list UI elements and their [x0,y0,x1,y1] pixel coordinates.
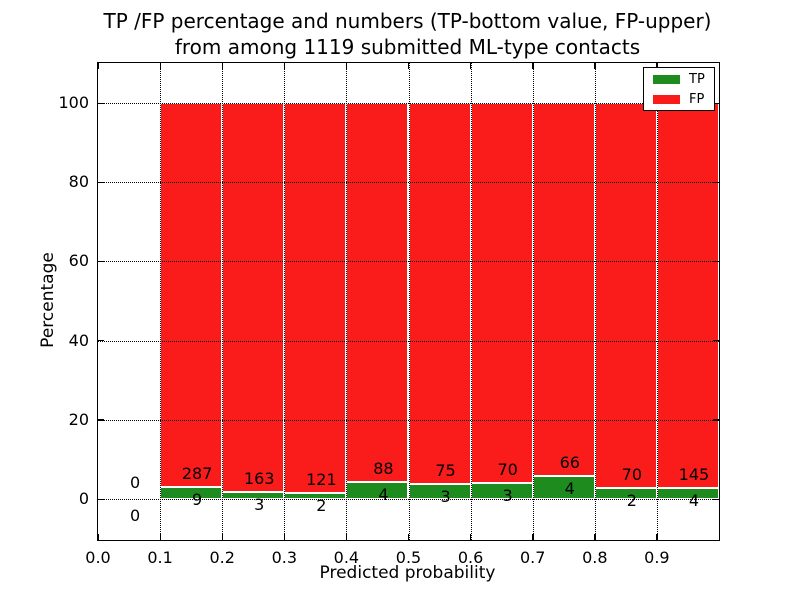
legend-item-fp: FP [653,93,714,106]
chart-title: TP /FP percentage and numbers (TP-bottom… [97,8,718,60]
bar-fp-0.7-0.8 [532,103,595,477]
tick-x-top-0.9 [656,63,658,69]
tick-y-left-20 [98,419,104,421]
tick-x-top-0.0 [97,63,99,69]
plot-area: TP FP 0.0 0.1 0.2 0.3 0.4 0.5 0.6 0.7 0.8 0.9 0 20 4… [58,62,720,567]
x-tick-label-0.6: 0.6 [457,548,484,567]
bar-fp-0.8-0.9 [594,103,657,488]
y-tick-label-40: 40 [68,330,89,350]
tick-y-left-100 [98,102,104,104]
fp-count-label: 163 [243,468,275,488]
tick-x-top-0.5 [408,63,410,69]
legend: TP FP [643,67,715,111]
tick-x-bottom-0.8 [594,534,596,540]
tick-x-bottom-0.5 [408,534,410,540]
gridline-v-0.5 [408,63,410,540]
gridline-v-0.2 [222,63,224,540]
gridline-v-0.3 [284,63,286,540]
x-axis-label: Predicted probability [319,563,496,583]
bar-fp-0.5-0.6 [408,103,471,484]
tp-swatch [653,74,680,84]
gridline-v-0.1 [160,63,162,540]
x-tick-label-0.4: 0.4 [333,548,360,567]
tick-y-left-40 [98,340,104,342]
tick-y-left-0 [98,498,104,500]
tp-count-label: 2 [626,490,637,510]
fp-swatch [653,94,680,104]
tick-x-bottom-0.2 [221,534,224,540]
x-tick-label-0.1: 0.1 [147,548,173,567]
tick-y-right-40 [713,340,719,342]
fp-count-label: 70 [621,465,643,484]
y-tick-label-20: 20 [68,409,89,429]
fp-count-label: 145 [678,465,710,485]
tick-x-bottom-0.0 [97,534,99,540]
bar-fp-0.2-0.3 [222,103,285,492]
x-tick-label-0.8: 0.8 [582,548,608,567]
tick-y-right-80 [713,181,719,184]
tick-x-bottom-0.9 [656,534,658,540]
tp-count-label: 3 [440,486,451,506]
gridline-v-0.6 [470,63,472,540]
tick-y-right-60 [713,260,719,263]
y-tick-label-80: 80 [68,172,89,192]
chart-title-line1: TP /FP percentage and numbers (TP-bottom… [103,9,712,33]
chart-title-line2: from among 1119 submitted ML-type contac… [174,35,641,59]
x-tick-label-0.2: 0.2 [209,548,235,567]
bar-fp-0.1-0.2 [160,103,223,487]
tick-x-top-0.6 [470,63,472,69]
tick-x-bottom-0.7 [532,534,534,540]
legend-label-fp: FP [689,91,705,107]
tp-count-label: 0 [129,506,141,525]
bar-fp-0.4-0.5 [346,103,409,482]
fp-count-label: 0 [129,473,141,492]
gridline-v-0.7 [532,63,534,540]
tp-count-label: 4 [688,491,700,511]
gridline-v-0.4 [346,63,348,540]
tick-x-bottom-0.3 [283,534,286,540]
tick-x-top-0.4 [345,63,348,69]
legend-item-tp: TP [653,73,714,86]
y-tick-label-100: 100 [58,93,89,112]
tick-y-right-20 [713,419,719,421]
tick-x-top-0.2 [221,63,224,69]
tick-x-top-0.1 [159,63,161,69]
tick-y-right-100 [713,102,719,104]
bar-fp-0.9-1 [656,103,719,489]
tick-y-right-0 [713,498,719,500]
y-tick-label-60: 60 [68,251,89,271]
tick-x-top-0.7 [532,63,534,69]
bar-fp-0.3-0.4 [284,103,347,493]
tp-count-label: 4 [378,484,389,504]
x-tick-label-0.9: 0.9 [644,548,670,567]
gridline-v-0.9 [656,63,658,540]
tick-x-bottom-0.6 [470,534,472,540]
x-tick-label-0.5: 0.5 [395,548,422,567]
tick-y-left-60 [98,260,104,263]
gridline-v-0.8 [594,63,596,540]
fp-count-label: 70 [497,459,518,479]
tick-x-top-0.8 [594,63,596,69]
tp-count-label: 9 [192,489,203,509]
fp-count-label: 121 [306,469,337,489]
tp-count-label: 2 [316,495,327,515]
tick-x-bottom-0.1 [159,534,161,540]
tp-count-label: 3 [254,494,265,514]
tick-y-left-80 [98,181,104,184]
x-tick-label-0.7: 0.7 [519,548,546,567]
tp-count-label: 4 [564,479,575,499]
tick-x-top-0.3 [283,63,286,69]
fp-count-label: 287 [181,463,213,483]
x-tick-label-0.3: 0.3 [271,548,298,567]
fp-count-label: 66 [559,453,580,473]
fp-count-label: 75 [435,460,456,480]
fp-count-label: 88 [373,458,394,478]
tp-count-label: 3 [502,485,513,505]
x-tick-label-0.0: 0.0 [85,548,111,567]
bar-fp-0.6-0.7 [470,103,533,483]
tick-x-bottom-0.4 [345,534,348,540]
y-tick-label-0: 0 [78,489,89,508]
legend-label-tp: TP [689,71,705,87]
